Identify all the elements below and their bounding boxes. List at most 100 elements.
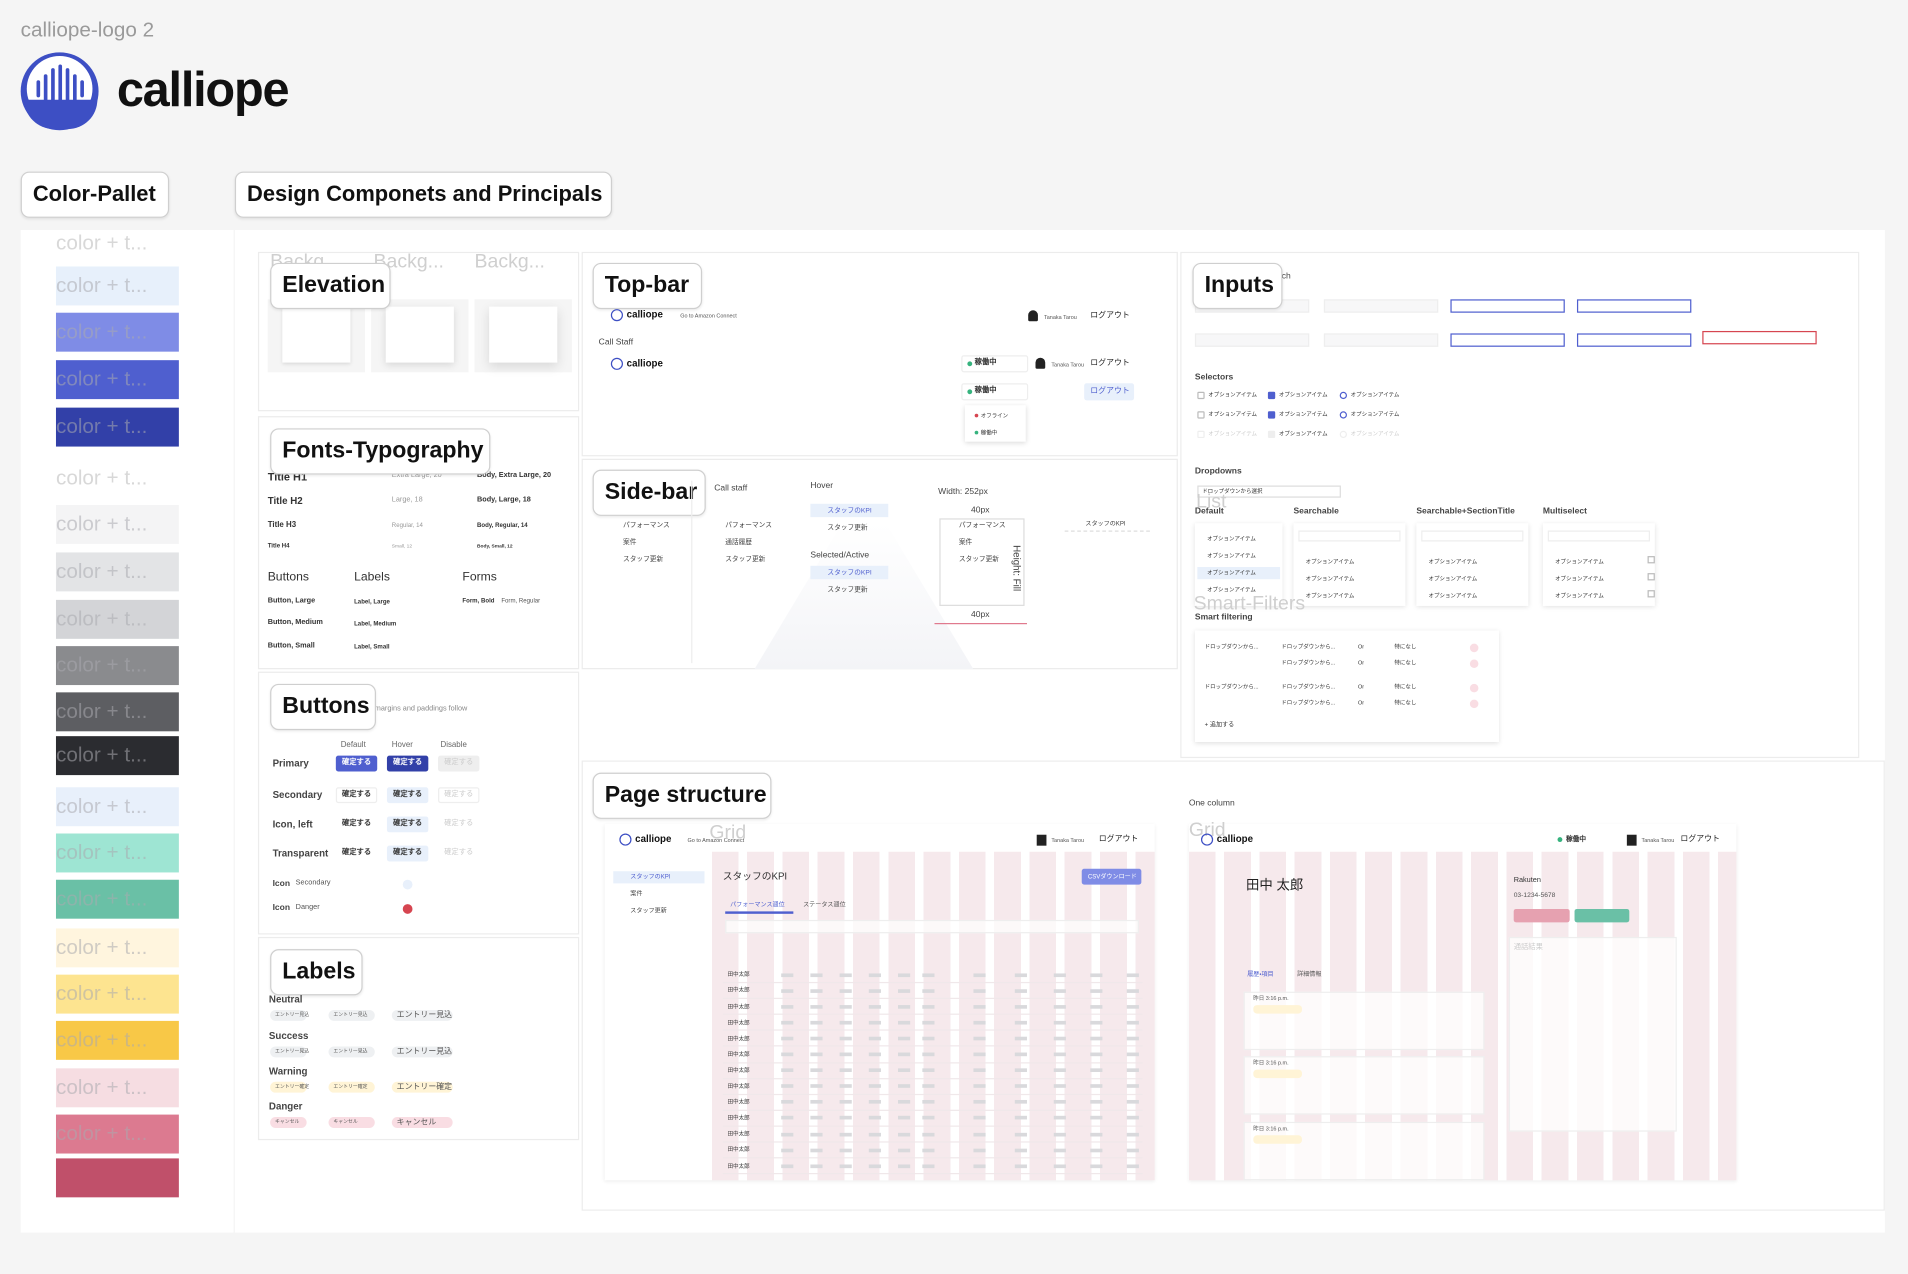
option-label[interactable]: オプションアイテム — [1208, 411, 1258, 418]
add-button[interactable]: + 追加する — [1204, 721, 1235, 729]
button-label[interactable]: 確定する — [444, 820, 474, 828]
list-option[interactable]: オプションアイテム — [1207, 552, 1256, 559]
filter-field[interactable]: Or — [1357, 659, 1365, 666]
list-option[interactable]: オプションアイテム — [1305, 558, 1355, 565]
filter-field[interactable]: ドロップダウンから... — [1281, 644, 1336, 651]
nav-item[interactable]: パフォーマンス — [725, 521, 772, 529]
option-label[interactable]: オプションアイテム — [1350, 392, 1400, 399]
text-input[interactable] — [1450, 333, 1565, 347]
filter-field[interactable]: ドロップダウンから... — [1204, 684, 1259, 691]
tab-label[interactable]: ステータス週位 — [803, 901, 846, 909]
logout[interactable]: ログアウト — [1090, 311, 1130, 321]
button[interactable] — [386, 816, 429, 833]
list-option[interactable]: オプションアイテム — [1207, 586, 1256, 593]
option-label[interactable]: オプションアイテム — [1208, 392, 1258, 399]
button[interactable] — [386, 845, 429, 862]
tab-label[interactable]: Color-Pallet — [32, 181, 156, 206]
label-text: エントリー見込 — [333, 1047, 368, 1054]
checkbox[interactable] — [1339, 391, 1347, 400]
checkbox[interactable] — [1197, 411, 1205, 419]
checkbox[interactable] — [1339, 430, 1347, 439]
list-option[interactable]: オプションアイテム — [1305, 575, 1355, 582]
text-input[interactable] — [1576, 333, 1692, 347]
button-label[interactable]: 確定する — [341, 820, 372, 828]
checkbox[interactable] — [1197, 430, 1205, 439]
checkbox[interactable] — [1267, 430, 1276, 439]
filter-field[interactable]: ドロップダウンから... — [1204, 644, 1259, 651]
filter-field[interactable]: Or — [1357, 644, 1365, 651]
text-input[interactable] — [1323, 333, 1439, 347]
option-label[interactable]: オプションアイテム — [1278, 431, 1328, 438]
table-cell-bar — [810, 1004, 823, 1009]
nav-item[interactable]: スタッフ更新 — [725, 555, 766, 563]
filter-field[interactable]: 特になし — [1394, 700, 1417, 707]
filter-field[interactable]: ドロップダウンから... — [1281, 700, 1336, 707]
button-label[interactable]: 確定する — [341, 849, 372, 858]
list-option[interactable]: オプションアイテム — [1428, 575, 1478, 582]
button-label[interactable]: 確定する — [444, 791, 474, 799]
list-option[interactable]: オプションアイテム — [1428, 592, 1478, 600]
button-label[interactable]: 確定する — [393, 820, 423, 828]
dropdown-text[interactable]: ドロップダウンから選択 — [1202, 488, 1263, 495]
tab[interactable] — [234, 171, 613, 218]
button-label[interactable]: 確定する — [444, 759, 474, 768]
button-label[interactable]: 確定する — [341, 791, 372, 799]
button-label[interactable]: 確定する — [393, 791, 423, 799]
checkbox[interactable] — [1267, 391, 1276, 400]
text-input[interactable] — [1450, 299, 1565, 313]
button-label[interactable]: 確定する — [393, 849, 423, 858]
nav-item[interactable]: 通話履歴 — [725, 538, 753, 546]
nav-item[interactable]: パフォーマンス — [623, 521, 670, 529]
nav-item[interactable]: スタッフ更新 — [623, 555, 664, 563]
checkbox[interactable] — [1267, 411, 1276, 419]
option-label[interactable]: オプションアイテム — [1278, 411, 1328, 418]
button-label[interactable]: CSVダウンロード — [1087, 873, 1137, 881]
button-label[interactable]: 確定する — [341, 759, 372, 768]
logout[interactable]: ログアウト — [1090, 387, 1130, 396]
filter-field[interactable]: 特になし — [1394, 684, 1417, 691]
option-label[interactable]: オプションアイテム — [1350, 411, 1400, 418]
text-input[interactable] — [1323, 299, 1439, 313]
button[interactable] — [438, 755, 480, 772]
tab[interactable] — [20, 171, 170, 218]
nav-item[interactable]: スタッフのKPI — [827, 507, 872, 515]
option-label[interactable]: オプションアイテム — [1208, 431, 1258, 438]
nav-item[interactable]: スタッフ更新 — [827, 524, 868, 532]
list-option[interactable]: オプションアイテム — [1207, 569, 1256, 576]
button-label[interactable]: 確定する — [393, 759, 423, 768]
option-label[interactable]: オプションアイテム — [1350, 431, 1400, 438]
option-label[interactable]: オプションアイテム — [1278, 392, 1328, 399]
list-option[interactable]: オプションアイテム — [1207, 535, 1256, 542]
button-label[interactable]: 確定する — [444, 849, 474, 858]
nav-item[interactable]: スタッフのKPI — [827, 569, 872, 577]
filter-field[interactable]: 特になし — [1394, 659, 1417, 666]
nav-item[interactable]: スタッフ更新 — [827, 586, 868, 594]
dropdown[interactable] — [1197, 485, 1341, 498]
list-option[interactable]: オプションアイテム — [1555, 592, 1604, 600]
filter-field[interactable]: 特になし — [1394, 644, 1417, 651]
logout[interactable]: ログアウト — [1090, 359, 1130, 368]
nav-item[interactable]: 案件 — [623, 538, 637, 546]
text-input[interactable] — [1702, 330, 1817, 345]
button[interactable] — [386, 755, 429, 772]
text-input[interactable] — [1194, 333, 1310, 347]
tab-label[interactable]: Design Componets and Principals — [247, 181, 603, 206]
button[interactable] — [335, 787, 378, 804]
button[interactable] — [438, 787, 480, 804]
checkbox[interactable] — [1339, 411, 1347, 419]
filter-field[interactable]: Or — [1357, 684, 1365, 691]
text-input[interactable] — [1576, 299, 1692, 313]
tab-label[interactable]: 履歴・項目 — [1247, 971, 1274, 979]
tab-label[interactable]: 詳細情報 — [1297, 971, 1322, 979]
filter-field[interactable]: Or — [1357, 700, 1365, 707]
filter-field[interactable]: ドロップダウンから... — [1281, 684, 1336, 691]
checkbox[interactable] — [1197, 391, 1205, 400]
list-option[interactable]: オプションアイテム — [1555, 575, 1604, 582]
list-option[interactable]: オプションアイテム — [1428, 558, 1478, 565]
filter-field[interactable]: ドロップダウンから... — [1281, 659, 1336, 666]
tab-label[interactable]: パフォーマンス週位 — [730, 901, 785, 909]
list-option[interactable]: オプションアイテム — [1305, 592, 1355, 600]
button[interactable] — [386, 787, 429, 804]
button[interactable] — [335, 755, 378, 772]
list-option[interactable]: オプションアイテム — [1555, 558, 1604, 565]
